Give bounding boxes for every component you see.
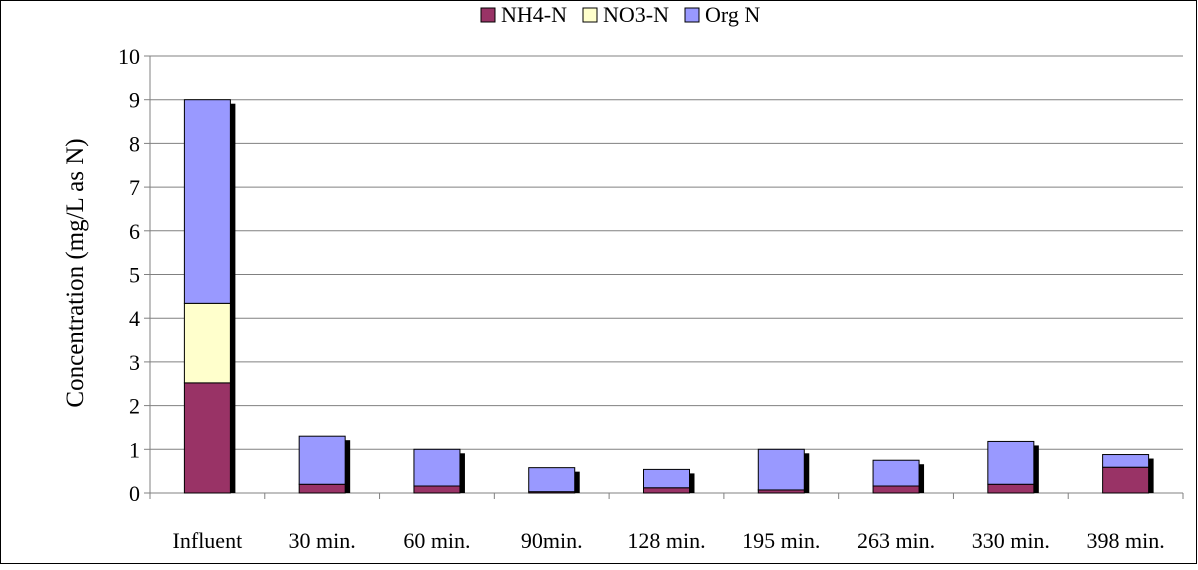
x-tick-label: 330 min. (972, 528, 1050, 553)
y-tick-label: 2 (129, 394, 140, 419)
y-tick-label: 0 (129, 481, 140, 506)
y-tick-label: 6 (129, 219, 140, 244)
bars (183, 99, 1154, 494)
axis-labels: Concentration (mg/L as N) 0 1 2 3 4 5 6 7 8 9 10 In… (62, 44, 1165, 553)
y-tick-label: 8 (129, 131, 140, 156)
x-tick-label: 263 min. (857, 528, 935, 553)
x-tick-label: 128 min. (627, 528, 705, 553)
bar-segment-org-n (298, 435, 346, 485)
y-tick-label: 5 (129, 263, 140, 288)
x-tick-label: 90min. (521, 528, 583, 553)
bar-segment-nh4-n (987, 483, 1035, 494)
x-tick-label: 398 min. (1086, 528, 1164, 553)
bar-segment-nh4-n (298, 483, 346, 494)
legend-label: NH4-N (501, 2, 567, 27)
legend-swatch (480, 7, 496, 23)
bar-segment-org-n (643, 468, 690, 489)
legend-swatch (684, 7, 700, 23)
bar-segment-nh4-n (183, 382, 231, 494)
bar-segment-org-n (757, 448, 805, 491)
y-tick-label: 9 (129, 88, 140, 113)
x-tick-label: 60 min. (403, 528, 470, 553)
legend-label: NO3-N (603, 2, 669, 27)
bar-segment-org-n (987, 440, 1035, 485)
x-tick-label: Influent (173, 528, 243, 553)
legend-label: Org N (705, 2, 760, 27)
bar-segment-org-n (183, 99, 231, 304)
x-tick-label: 30 min. (289, 528, 356, 553)
legend-swatch (582, 7, 598, 23)
legend: NH4-N NO3-N Org N (480, 2, 760, 27)
x-tick-label: 195 min. (742, 528, 820, 553)
bar-segment-nh4-n (413, 485, 461, 494)
bar-segment-org-n (872, 459, 920, 487)
bar-segment-no3-n (183, 302, 231, 384)
bar-segment-nh4-n (1102, 466, 1150, 494)
y-tick-label: 4 (129, 306, 140, 331)
y-tick-label: 1 (129, 437, 140, 462)
bar-segment-org-n (528, 467, 576, 493)
bar-segment-nh4-n (872, 485, 920, 494)
y-tick-label: 7 (129, 175, 140, 200)
y-tick-label: 3 (129, 350, 140, 375)
y-tick-label: 10 (118, 44, 140, 69)
y-axis-title: Concentration (mg/L as N) (62, 138, 89, 407)
bar-segment-nh4-n (643, 487, 690, 494)
bar-segment-org-n (1102, 454, 1150, 468)
bar-segment-org-n (413, 448, 461, 487)
